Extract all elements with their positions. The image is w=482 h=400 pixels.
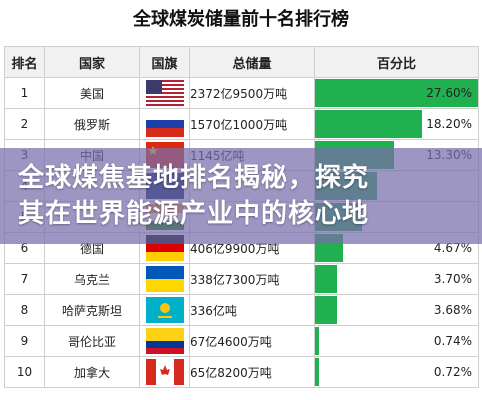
percent-cell: 0.74%: [314, 325, 479, 357]
country-cell: 俄罗斯: [44, 108, 140, 140]
colombia-flag-icon: [145, 328, 184, 354]
rank-cell: 2: [4, 108, 45, 140]
country-cell: 美国: [44, 77, 140, 109]
country-cell: 乌克兰: [44, 263, 140, 295]
percent-label: 3.68%: [433, 303, 472, 317]
header-percent: 百分比: [314, 46, 479, 78]
percent-cell: 18.20%: [314, 108, 479, 140]
percent-cell: 3.68%: [314, 294, 479, 326]
header-flag: 国旗: [139, 46, 190, 78]
flag-cell: [139, 325, 190, 357]
percent-label: 3.70%: [433, 272, 472, 286]
percent-bar: [315, 296, 337, 324]
us-flag-icon: [145, 80, 184, 106]
rank-cell: 10: [4, 356, 45, 388]
percent-bar: [315, 265, 337, 293]
banner-line-1: 全球煤焦基地排名揭秘，探究: [18, 163, 370, 193]
flag-cell: [139, 108, 190, 140]
flag-cell: [139, 263, 190, 295]
percent-label: 18.20%: [426, 117, 472, 131]
header-total-reserve: 总储量: [189, 46, 315, 78]
header-rank: 排名: [4, 46, 45, 78]
percent-bar: [315, 327, 320, 355]
rank-cell: 1: [4, 77, 45, 109]
percent-bar: [315, 110, 423, 138]
flag-cell: [139, 294, 190, 326]
flag-cell: [139, 77, 190, 109]
country-cell: 加拿大: [44, 356, 140, 388]
table-row: 2 俄罗斯 1570亿1000万吨 18.20%: [4, 108, 479, 140]
table-row: 1 美国 2372亿9500万吨 27.60%: [4, 77, 479, 109]
percent-cell: 0.72%: [314, 356, 479, 388]
reserve-cell: 2372亿9500万吨: [189, 77, 315, 109]
ukraine-flag-icon: [145, 266, 184, 292]
reserve-cell: 336亿吨: [189, 294, 315, 326]
rank-cell: 7: [4, 263, 45, 295]
table-row: 7 乌克兰 338亿7300万吨 3.70%: [4, 263, 479, 295]
reserve-cell: 1570亿1000万吨: [189, 108, 315, 140]
percent-bar: [315, 79, 478, 107]
table-row: 8 哈萨克斯坦 336亿吨 3.68%: [4, 294, 479, 326]
canada-flag-icon: [145, 359, 184, 385]
header-country: 国家: [44, 46, 140, 78]
headline-banner: 全球煤焦基地排名揭秘，探究 其在世界能源产业中的核心地: [0, 148, 482, 244]
table-header-row: 排名 国家 国旗 总储量 百分比: [4, 46, 479, 78]
table-row: 9 哥伦比亚 67亿4600万吨 0.74%: [4, 325, 479, 357]
banner-line-2: 其在世界能源产业中的核心地: [18, 199, 370, 229]
flag-cell: [139, 356, 190, 388]
percent-label: 0.74%: [433, 334, 472, 348]
rank-cell: 8: [4, 294, 45, 326]
percent-label: 27.60%: [426, 86, 472, 100]
russia-flag-icon: [145, 111, 184, 137]
reserve-cell: 338亿7300万吨: [189, 263, 315, 295]
percent-label: 0.72%: [433, 365, 472, 379]
percent-cell: 3.70%: [314, 263, 479, 295]
kazakhstan-flag-icon: [145, 297, 184, 323]
reserve-cell: 65亿8200万吨: [189, 356, 315, 388]
percent-bar: [315, 358, 320, 386]
percent-label: 4.67%: [433, 241, 472, 255]
percent-cell: 27.60%: [314, 77, 479, 109]
country-cell: 哈萨克斯坦: [44, 294, 140, 326]
reserve-cell: 67亿4600万吨: [189, 325, 315, 357]
table-row: 10 加拿大 65亿8200万吨 0.72%: [4, 356, 479, 388]
rank-cell: 9: [4, 325, 45, 357]
country-cell: 哥伦比亚: [44, 325, 140, 357]
page-title: 全球煤炭储量前十名排行榜: [133, 9, 349, 30]
